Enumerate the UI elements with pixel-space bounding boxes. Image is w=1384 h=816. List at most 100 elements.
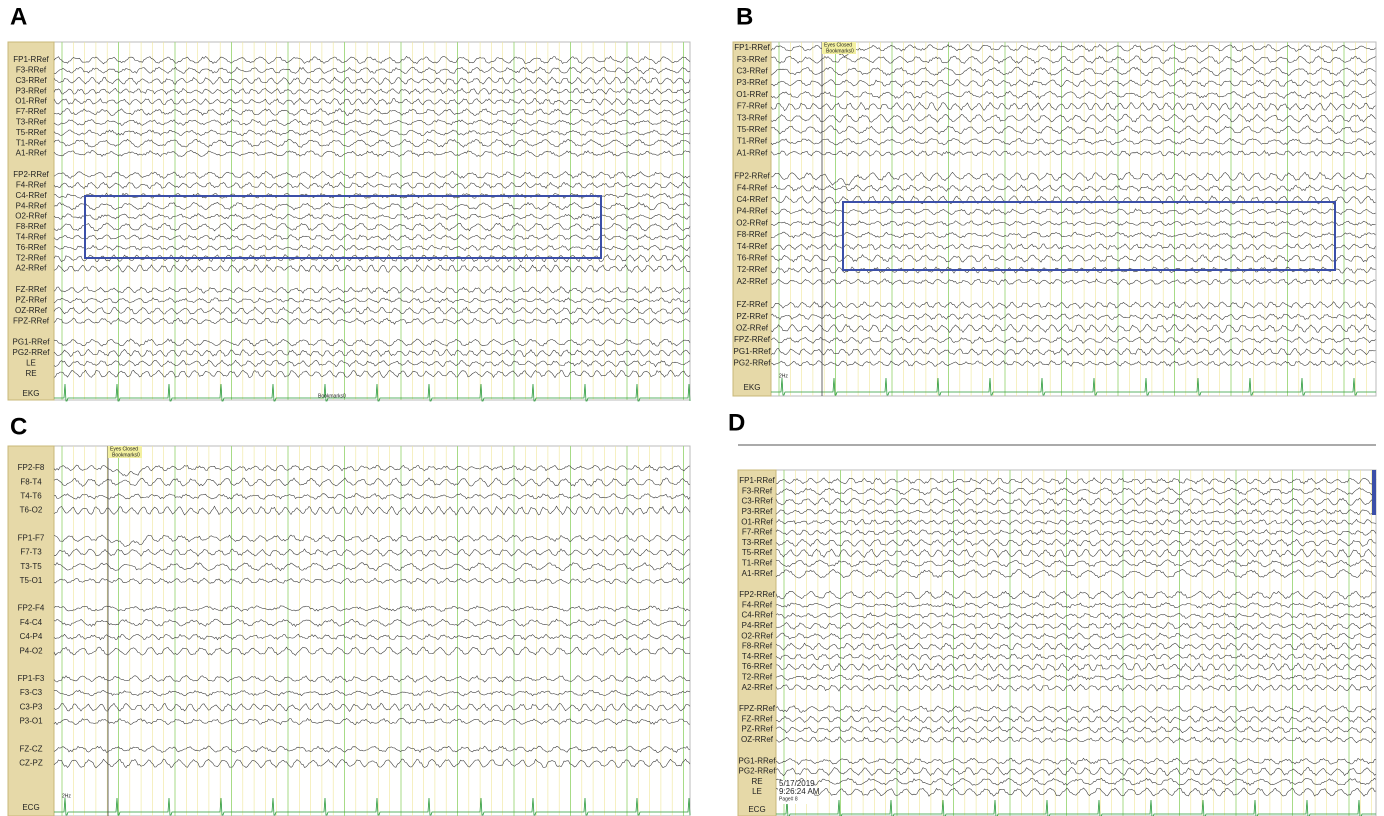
eeg-trace — [53, 646, 691, 656]
eeg-trace — [53, 349, 691, 357]
eeg-trace — [770, 231, 1376, 239]
channel-label: F8-RRef — [16, 222, 47, 231]
channel-label: F4-RRef — [16, 181, 47, 190]
channel-label: PZ-RRef — [15, 296, 47, 305]
eeg-trace — [770, 336, 1376, 344]
eeg-trace — [53, 534, 691, 547]
eeg-trace — [770, 55, 1376, 64]
eeg-trace — [53, 55, 691, 65]
channel-label: PZ-RRef — [741, 725, 773, 734]
eeg-trace — [53, 138, 691, 148]
channel-label: PG2-RRef — [734, 359, 772, 368]
eeg-trace — [775, 736, 1377, 744]
eeg-trace — [775, 477, 1377, 485]
channel-label: F4-RRef — [742, 600, 773, 609]
channel-label: CZ-PZ — [19, 759, 43, 768]
bookmark-text: Bookmarks0 — [112, 452, 140, 458]
eeg-trace — [770, 79, 1376, 88]
channel-label: T2-RRef — [16, 253, 47, 262]
channel-label: F3-RRef — [742, 486, 773, 495]
eeg-trace — [770, 220, 1376, 227]
eeg-trace — [770, 254, 1376, 263]
eeg-trace — [53, 758, 691, 769]
eeg-trace — [54, 548, 691, 557]
channel-label: P4-RRef — [16, 201, 47, 210]
channel-label: T5-RRef — [737, 125, 768, 134]
channel-label: F8-RRef — [737, 230, 768, 239]
eeg-trace — [53, 338, 691, 347]
eeg-trace — [770, 301, 1376, 309]
channel-label: LE — [26, 359, 36, 368]
trace-area — [7, 445, 691, 816]
channel-label: FP1-RRef — [13, 55, 49, 64]
eeg-trace — [53, 745, 691, 753]
channel-label: RE — [751, 777, 762, 786]
label-column — [732, 41, 772, 397]
channel-label: PG2-RRef — [739, 767, 777, 776]
channel-label: FZ-RRef — [742, 714, 773, 723]
eeg-trace — [53, 605, 691, 612]
channel-label: P3-RRef — [16, 86, 47, 95]
channel-label: A2-RRef — [737, 277, 768, 286]
eeg-trace — [53, 76, 691, 85]
channel-label: T3-RRef — [742, 538, 773, 547]
timestamp-time: 9:26:24 AM — [779, 787, 820, 796]
channel-label: T6-RRef — [742, 662, 773, 671]
channel-label: P4-O2 — [19, 646, 43, 655]
eeg-trace — [53, 718, 691, 726]
eeg-trace — [770, 278, 1376, 286]
channel-label: T3-RRef — [16, 118, 47, 127]
eeg-trace — [775, 497, 1377, 506]
eeg-trace — [770, 360, 1376, 367]
channel-label: F7-T3 — [20, 548, 42, 557]
eeg-trace — [775, 538, 1376, 547]
eeg-trace — [775, 725, 1377, 734]
eeg-trace — [53, 222, 691, 232]
channel-label: FPZ-RRef — [739, 704, 776, 713]
eeg-trace — [775, 487, 1377, 496]
event-tag — [108, 446, 142, 458]
channel-label: O2-RRef — [736, 218, 768, 227]
event-text: Eyes Closed — [824, 42, 852, 48]
eeg-trace — [775, 518, 1377, 526]
panel-letter: A — [10, 3, 27, 30]
eeg-trace — [53, 369, 691, 379]
channel-label: C4-P4 — [20, 632, 43, 641]
eeg-trace — [770, 150, 1376, 157]
eeg-trace — [53, 702, 691, 712]
channel-label: FP2-F8 — [18, 463, 45, 472]
eeg-trace — [53, 213, 691, 220]
eeg-trace — [53, 359, 691, 368]
channel-label: OZ-RRef — [15, 306, 48, 315]
eeg-trace — [775, 602, 1377, 609]
channel-label: T5-RRef — [16, 128, 47, 137]
label-column — [737, 469, 777, 816]
channel-label: F4-RRef — [737, 183, 768, 192]
channel-label: C4-RRef — [736, 195, 768, 204]
eeg-trace — [775, 653, 1377, 661]
eeg-trace — [53, 129, 691, 137]
channel-label: A1-RRef — [737, 148, 768, 157]
channel-label: P3-O1 — [19, 717, 43, 726]
eeg-trace — [53, 297, 691, 304]
eeg-trace — [770, 44, 1376, 58]
eeg-panel: B FP1-RRef F3-RRef C3-RRef P3-RRef O1-RRef F7-… — [732, 3, 1377, 397]
eeg-trace — [775, 632, 1377, 640]
eeg-trace — [53, 577, 691, 585]
channel-label: P4-RRef — [742, 621, 773, 630]
eeg-trace — [53, 562, 691, 572]
eeg-trace — [771, 125, 1376, 135]
channel-label: O2-RRef — [15, 212, 47, 221]
channel-label: LE — [752, 787, 762, 796]
channel-label: OZ-RRef — [736, 324, 769, 333]
event-tag — [822, 42, 856, 54]
eeg-trace — [53, 244, 691, 252]
panel-letter: B — [736, 3, 753, 30]
eeg-trace — [53, 150, 691, 157]
eeg-trace — [53, 181, 691, 190]
channel-label: T3-T5 — [20, 562, 42, 571]
ecg-trace — [54, 797, 691, 816]
channel-label: T1-RRef — [16, 138, 47, 147]
eeg-trace — [53, 618, 691, 628]
channel-label: O2-RRef — [741, 631, 773, 640]
